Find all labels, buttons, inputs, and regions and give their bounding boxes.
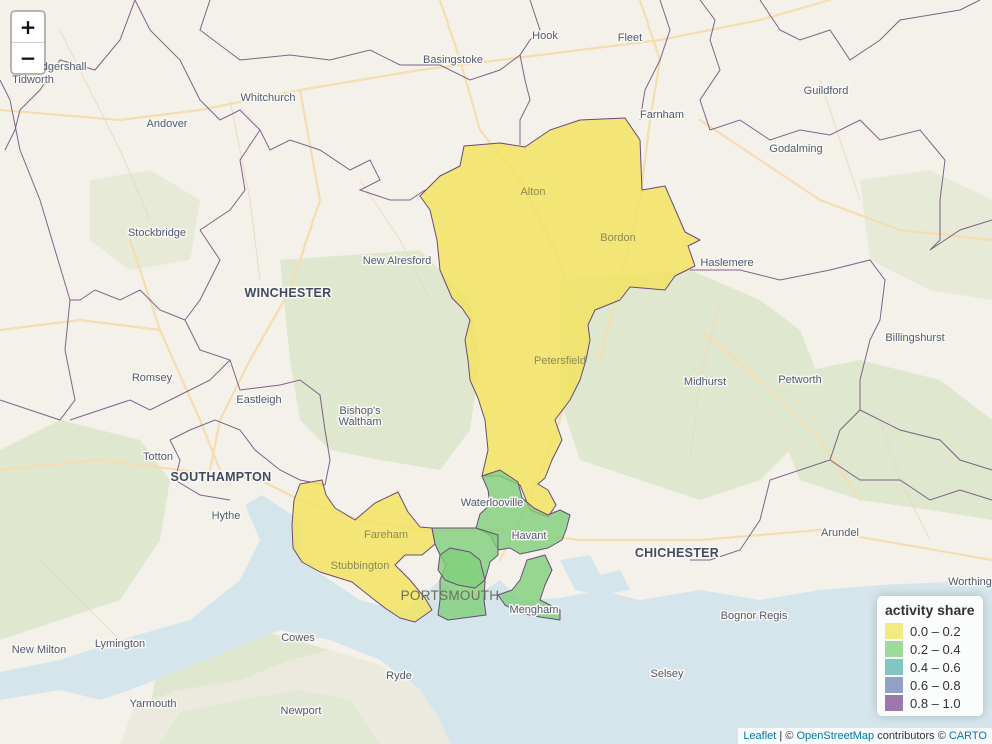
place-label: Petersfield bbox=[534, 355, 586, 367]
place-label: Lymington bbox=[95, 638, 145, 650]
place-label: Alton bbox=[520, 186, 545, 198]
place-label: Selsey bbox=[650, 668, 684, 680]
attribution-separator: | © bbox=[776, 730, 797, 742]
legend-swatch bbox=[885, 677, 903, 693]
place-label: Whitchurch bbox=[240, 92, 295, 104]
legend-label: 0.2 – 0.4 bbox=[910, 641, 961, 657]
place-label: Haslemere bbox=[700, 257, 753, 269]
place-label: SOUTHAMPTON bbox=[171, 470, 272, 484]
place-label: Eastleigh bbox=[236, 394, 281, 406]
place-label: Romsey bbox=[132, 372, 173, 384]
place-label: Stockbridge bbox=[128, 227, 186, 239]
choropleth-layer[interactable] bbox=[291, 117, 701, 623]
place-label: Midhurst bbox=[684, 376, 726, 388]
place-label: Hook bbox=[532, 30, 558, 42]
place-label: Petworth bbox=[778, 374, 821, 386]
place-label: PORTSMOUTH bbox=[401, 588, 500, 603]
place-label: Ryde bbox=[386, 670, 412, 682]
place-label: Cowes bbox=[281, 632, 315, 644]
leaflet-link[interactable]: Leaflet bbox=[743, 730, 777, 742]
zoom-out-button[interactable]: − bbox=[19, 46, 37, 70]
place-label: Stubbington bbox=[331, 560, 390, 572]
legend-item: 0.2 – 0.4 bbox=[885, 640, 975, 658]
attribution-text: contributors © bbox=[874, 730, 949, 742]
carto-link[interactable]: CARTO bbox=[948, 730, 987, 742]
legend: activity share 0.0 – 0.2 0.2 – 0.4 0.4 –… bbox=[877, 596, 983, 716]
place-label: Billingshurst bbox=[885, 332, 944, 344]
place-label: Bognor Regis bbox=[721, 610, 788, 622]
place-label: Bishop's bbox=[339, 405, 381, 417]
legend-swatch bbox=[885, 623, 903, 639]
place-label: CHICHESTER bbox=[635, 546, 719, 560]
map-attribution: Leaflet | © OpenStreetMap contributors ©… bbox=[738, 728, 992, 744]
place-label: Farnham bbox=[640, 109, 684, 121]
place-label: Worthing bbox=[948, 576, 992, 588]
place-label: Godalming bbox=[769, 143, 822, 155]
place-label: Tidworth bbox=[12, 74, 54, 86]
zoom-control: + − bbox=[10, 10, 46, 75]
place-label: Guildford bbox=[804, 85, 849, 97]
place-label: Basingstoke bbox=[423, 54, 483, 66]
legend-label: 0.6 – 0.8 bbox=[910, 677, 961, 693]
north-hampshire-region[interactable] bbox=[419, 117, 701, 518]
place-label: Yarmouth bbox=[130, 698, 177, 710]
legend-label: 0.8 – 1.0 bbox=[910, 695, 961, 711]
place-label: New Alresford bbox=[363, 255, 431, 267]
legend-swatch bbox=[885, 641, 903, 657]
place-label: Fareham bbox=[364, 529, 408, 541]
place-label: Fleet bbox=[618, 32, 642, 44]
legend-label: 0.0 – 0.2 bbox=[910, 623, 961, 639]
district-boundaries bbox=[0, 0, 992, 561]
legend-item: 0.0 – 0.2 bbox=[885, 622, 975, 640]
place-label: Bordon bbox=[600, 232, 635, 244]
place-label: Waltham bbox=[339, 416, 382, 428]
place-label: Havant bbox=[512, 530, 547, 542]
gosport-north-region[interactable] bbox=[437, 547, 486, 589]
place-label: WINCHESTER bbox=[244, 286, 331, 300]
legend-title: activity share bbox=[885, 602, 975, 618]
place-labels: Hook Fleet Basingstoke Ludgershall Tidwo… bbox=[10, 29, 992, 719]
openstreetmap-link[interactable]: OpenStreetMap bbox=[796, 730, 875, 742]
legend-swatch bbox=[885, 695, 903, 711]
place-label: Arundel bbox=[821, 527, 859, 539]
place-label: Totton bbox=[143, 451, 173, 463]
legend-item: 0.6 – 0.8 bbox=[885, 676, 975, 694]
solent-water bbox=[0, 495, 992, 744]
place-label: New Milton bbox=[12, 644, 66, 656]
legend-item: 0.4 – 0.6 bbox=[885, 658, 975, 676]
place-label: Hythe bbox=[212, 510, 241, 522]
zoom-in-button[interactable]: + bbox=[12, 12, 44, 43]
place-label: Waterlooville bbox=[461, 497, 524, 509]
hayling-region[interactable] bbox=[497, 554, 561, 621]
legend-label: 0.4 – 0.6 bbox=[910, 659, 961, 675]
place-label: Andover bbox=[147, 118, 188, 130]
place-label: Mengham bbox=[510, 604, 559, 616]
fareham-region[interactable] bbox=[291, 479, 436, 623]
havant-region[interactable] bbox=[475, 469, 571, 555]
place-label: Newport bbox=[281, 705, 322, 717]
legend-swatch bbox=[885, 659, 903, 675]
legend-item: 0.8 – 1.0 bbox=[885, 694, 975, 712]
